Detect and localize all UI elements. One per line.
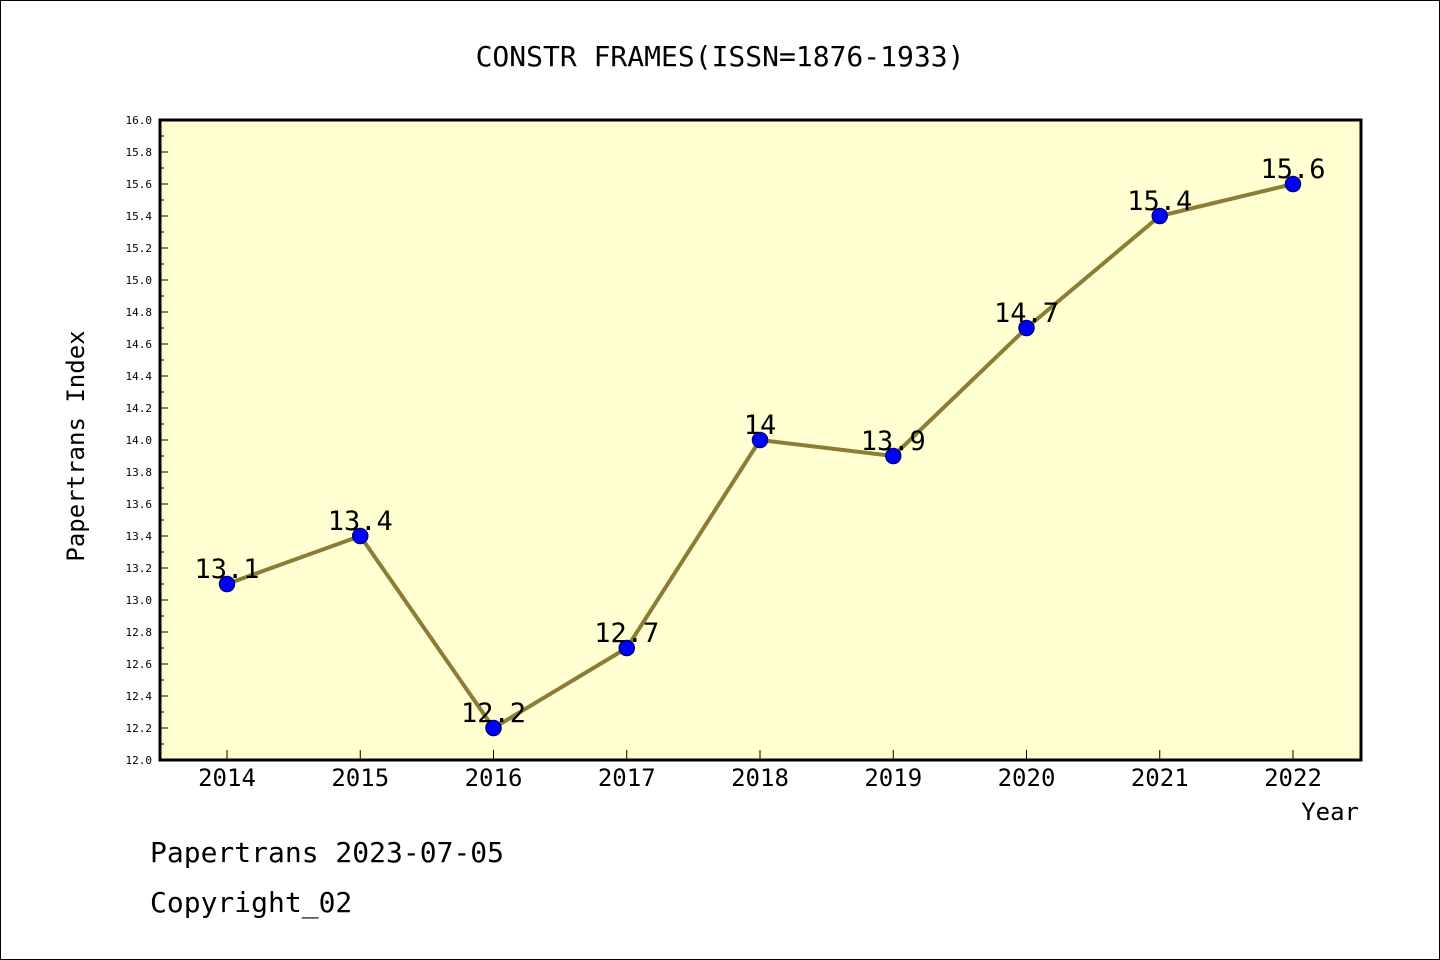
x-tick-label: 2017 — [598, 764, 656, 792]
y-tick-label: 16.0 — [126, 114, 153, 127]
data-point — [885, 447, 902, 465]
footer-date-line: Papertrans 2023-07-05 — [150, 836, 505, 869]
y-tick-label: 15.8 — [126, 146, 153, 159]
y-axis-ticks: 12.0 12.2 12.4 12.6 12.8 13.0 13.2 13.4 13.6 13.8… — [126, 114, 168, 767]
data-label: 13.1 — [194, 554, 259, 585]
y-tick-label: 14.2 — [126, 402, 153, 415]
data-label: 15.6 — [1260, 154, 1325, 185]
y-tick-label: 12.6 — [126, 658, 153, 671]
data-point — [485, 719, 502, 737]
data-label: 14 — [744, 410, 777, 441]
data-label: 13.4 — [328, 506, 393, 537]
data-point — [218, 575, 236, 593]
y-tick-label: 12.0 — [126, 754, 153, 767]
y-tick-label: 12.4 — [126, 690, 153, 703]
data-labels: 13.1 13.4 12.2 12.7 14 13.9 14.7 15.4 15.6 — [194, 154, 1325, 729]
x-tick-label: 2014 — [198, 764, 256, 792]
y-tick-label: 12.2 — [126, 722, 153, 735]
x-tick-label: 2021 — [1131, 764, 1189, 792]
y-tick-label: 13.2 — [126, 562, 153, 575]
x-axis-ticks: 2014 2015 2016 2017 2018 2019 2020 2021 2022 — [198, 750, 1322, 792]
y-tick-label: 14.0 — [126, 434, 153, 447]
data-label: 13.9 — [861, 426, 926, 457]
y-axis-label: Papertrans Index — [62, 330, 90, 561]
x-axis-label: Year — [1301, 798, 1359, 826]
data-point — [352, 527, 369, 545]
y-tick-label: 12.8 — [126, 626, 153, 639]
y-tick-label: 15.4 — [126, 210, 153, 223]
y-tick-label: 14.8 — [126, 306, 153, 319]
x-tick-label: 2018 — [731, 764, 789, 792]
data-point — [1151, 207, 1168, 225]
y-tick-label: 15.2 — [126, 242, 153, 255]
data-label: 15.4 — [1127, 186, 1192, 217]
data-label: 14.7 — [994, 298, 1059, 329]
y-tick-label: 13.0 — [126, 594, 153, 607]
data-point — [751, 431, 769, 449]
x-tick-label: 2019 — [864, 764, 922, 792]
data-label: 12.2 — [461, 698, 526, 729]
data-point — [1284, 175, 1302, 193]
y-tick-label: 15.6 — [126, 178, 153, 191]
y-tick-label: 15.0 — [126, 274, 153, 287]
y-tick-label: 14.6 — [126, 338, 153, 351]
y-tick-label: 13.8 — [126, 466, 153, 479]
data-point — [1018, 319, 1035, 337]
footer-copyright: Copyright_02 — [150, 886, 353, 919]
y-tick-label: 14.4 — [126, 370, 153, 383]
data-point — [618, 639, 635, 657]
y-tick-label: 13.6 — [126, 498, 153, 511]
x-tick-label: 2015 — [331, 764, 389, 792]
x-tick-label: 2020 — [998, 764, 1056, 792]
data-label: 12.7 — [594, 618, 659, 649]
x-tick-label: 2022 — [1264, 764, 1322, 792]
y-tick-label: 13.4 — [126, 530, 153, 543]
data-points — [218, 175, 1302, 737]
x-tick-label: 2016 — [465, 764, 523, 792]
chart-title: CONSTR FRAMES(ISSN=1876-1933) — [476, 40, 965, 73]
